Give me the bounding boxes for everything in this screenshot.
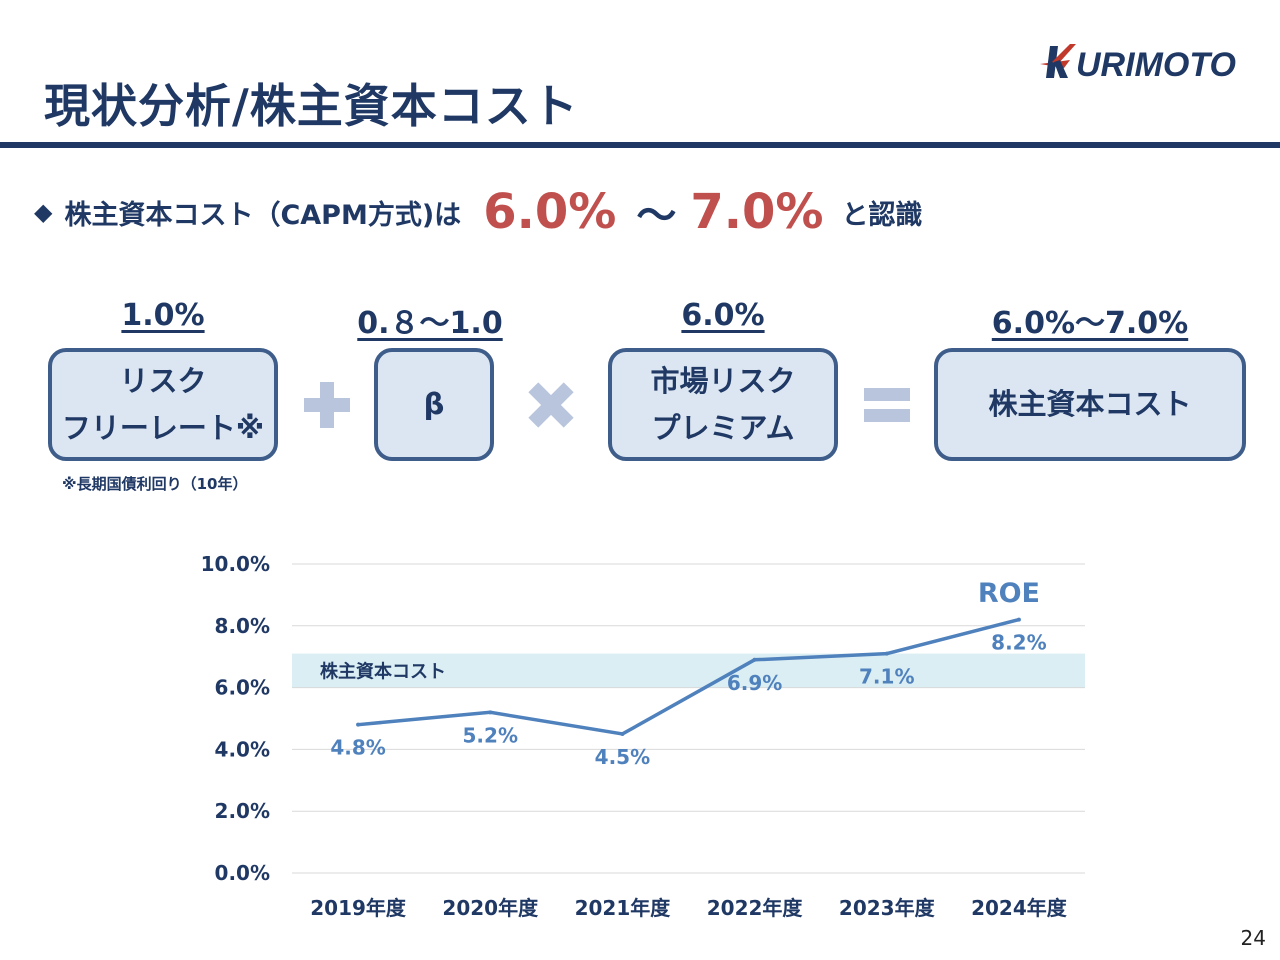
y-tick-label: 4.0%	[215, 737, 270, 761]
premium-value: 6.0%	[681, 298, 765, 333]
y-tick-label: 8.0%	[215, 614, 270, 638]
headline-suffix: と認識	[841, 199, 923, 231]
result-value: 6.0%～7.0%	[991, 306, 1189, 341]
roe-point	[620, 731, 625, 736]
premium-box: 市場リスク プレミアム	[608, 348, 838, 461]
page-number: 24	[1240, 926, 1266, 950]
risk-free-box: リスク フリーレート※	[48, 348, 278, 461]
headline-tilde: ～	[636, 193, 677, 239]
x-tick-label: 2023年度	[839, 896, 936, 920]
svg-text:URIMOTO: URIMOTO	[1076, 46, 1236, 82]
cost-of-equity-band	[292, 653, 1085, 688]
y-tick-label: 10.0%	[201, 552, 270, 576]
risk-free-value: 1.0%	[121, 298, 205, 333]
roe-point	[884, 651, 889, 656]
roe-data-label: 7.1%	[859, 665, 914, 689]
beta-box: β	[374, 348, 494, 461]
band-label: 株主資本コスト	[320, 661, 446, 683]
headline-prefix: 株主資本コスト（CAPM方式)は	[64, 199, 462, 231]
roe-series-label: ROE	[978, 578, 1040, 609]
roe-data-label: 8.2%	[991, 631, 1046, 655]
result-box: 株主資本コスト	[934, 348, 1246, 461]
footnote: ※長期国債利回り（10年）	[62, 475, 248, 493]
kurimoto-logo: URIMOTO	[1040, 44, 1236, 82]
risk-free-label-line1: リスク	[119, 364, 207, 399]
x-tick-label: 2024年度	[971, 896, 1068, 920]
roe-data-label: 4.5%	[595, 745, 650, 769]
roe-point	[356, 722, 361, 727]
roe-line	[357, 617, 1020, 736]
x-tick-label: 2022年度	[707, 896, 804, 920]
headline-high-value: 7.0%	[690, 184, 824, 240]
y-tick-label: 0.0%	[215, 861, 270, 885]
equals-icon	[864, 388, 910, 422]
premium-label-line1: 市場リスク	[650, 364, 796, 399]
headline: ◆ 株主資本コスト（CAPM方式)は 6.0% ～ 7.0% と認識	[34, 182, 922, 242]
title-divider	[0, 142, 1280, 148]
result-label: 株主資本コスト	[988, 387, 1192, 422]
roe-data-label: 6.9%	[727, 671, 782, 695]
roe-data-label: 5.2%	[463, 723, 518, 747]
headline-low-value: 6.0%	[483, 184, 617, 240]
premium-label-line2: プレミアム	[651, 410, 795, 445]
risk-free-label-line2: フリーレート※	[61, 410, 265, 445]
x-tick-label: 2021年度	[575, 896, 672, 920]
diamond-bullet-icon: ◆	[34, 198, 53, 226]
x-tick-label: 2020年度	[442, 896, 539, 920]
y-tick-label: 6.0%	[215, 676, 270, 700]
beta-value: 0.８～1.0	[357, 306, 503, 341]
roe-point	[1016, 617, 1021, 622]
roe-data-label: 4.8%	[330, 736, 385, 760]
roe-point	[752, 657, 757, 662]
beta-label: β	[423, 387, 445, 422]
y-tick-label: 2.0%	[215, 799, 270, 823]
plus-icon	[304, 382, 350, 428]
roe-point	[488, 710, 493, 715]
page-title: 現状分析/株主資本コスト	[44, 79, 579, 133]
multiply-icon	[528, 382, 574, 428]
x-tick-label: 2019年度	[310, 896, 407, 920]
